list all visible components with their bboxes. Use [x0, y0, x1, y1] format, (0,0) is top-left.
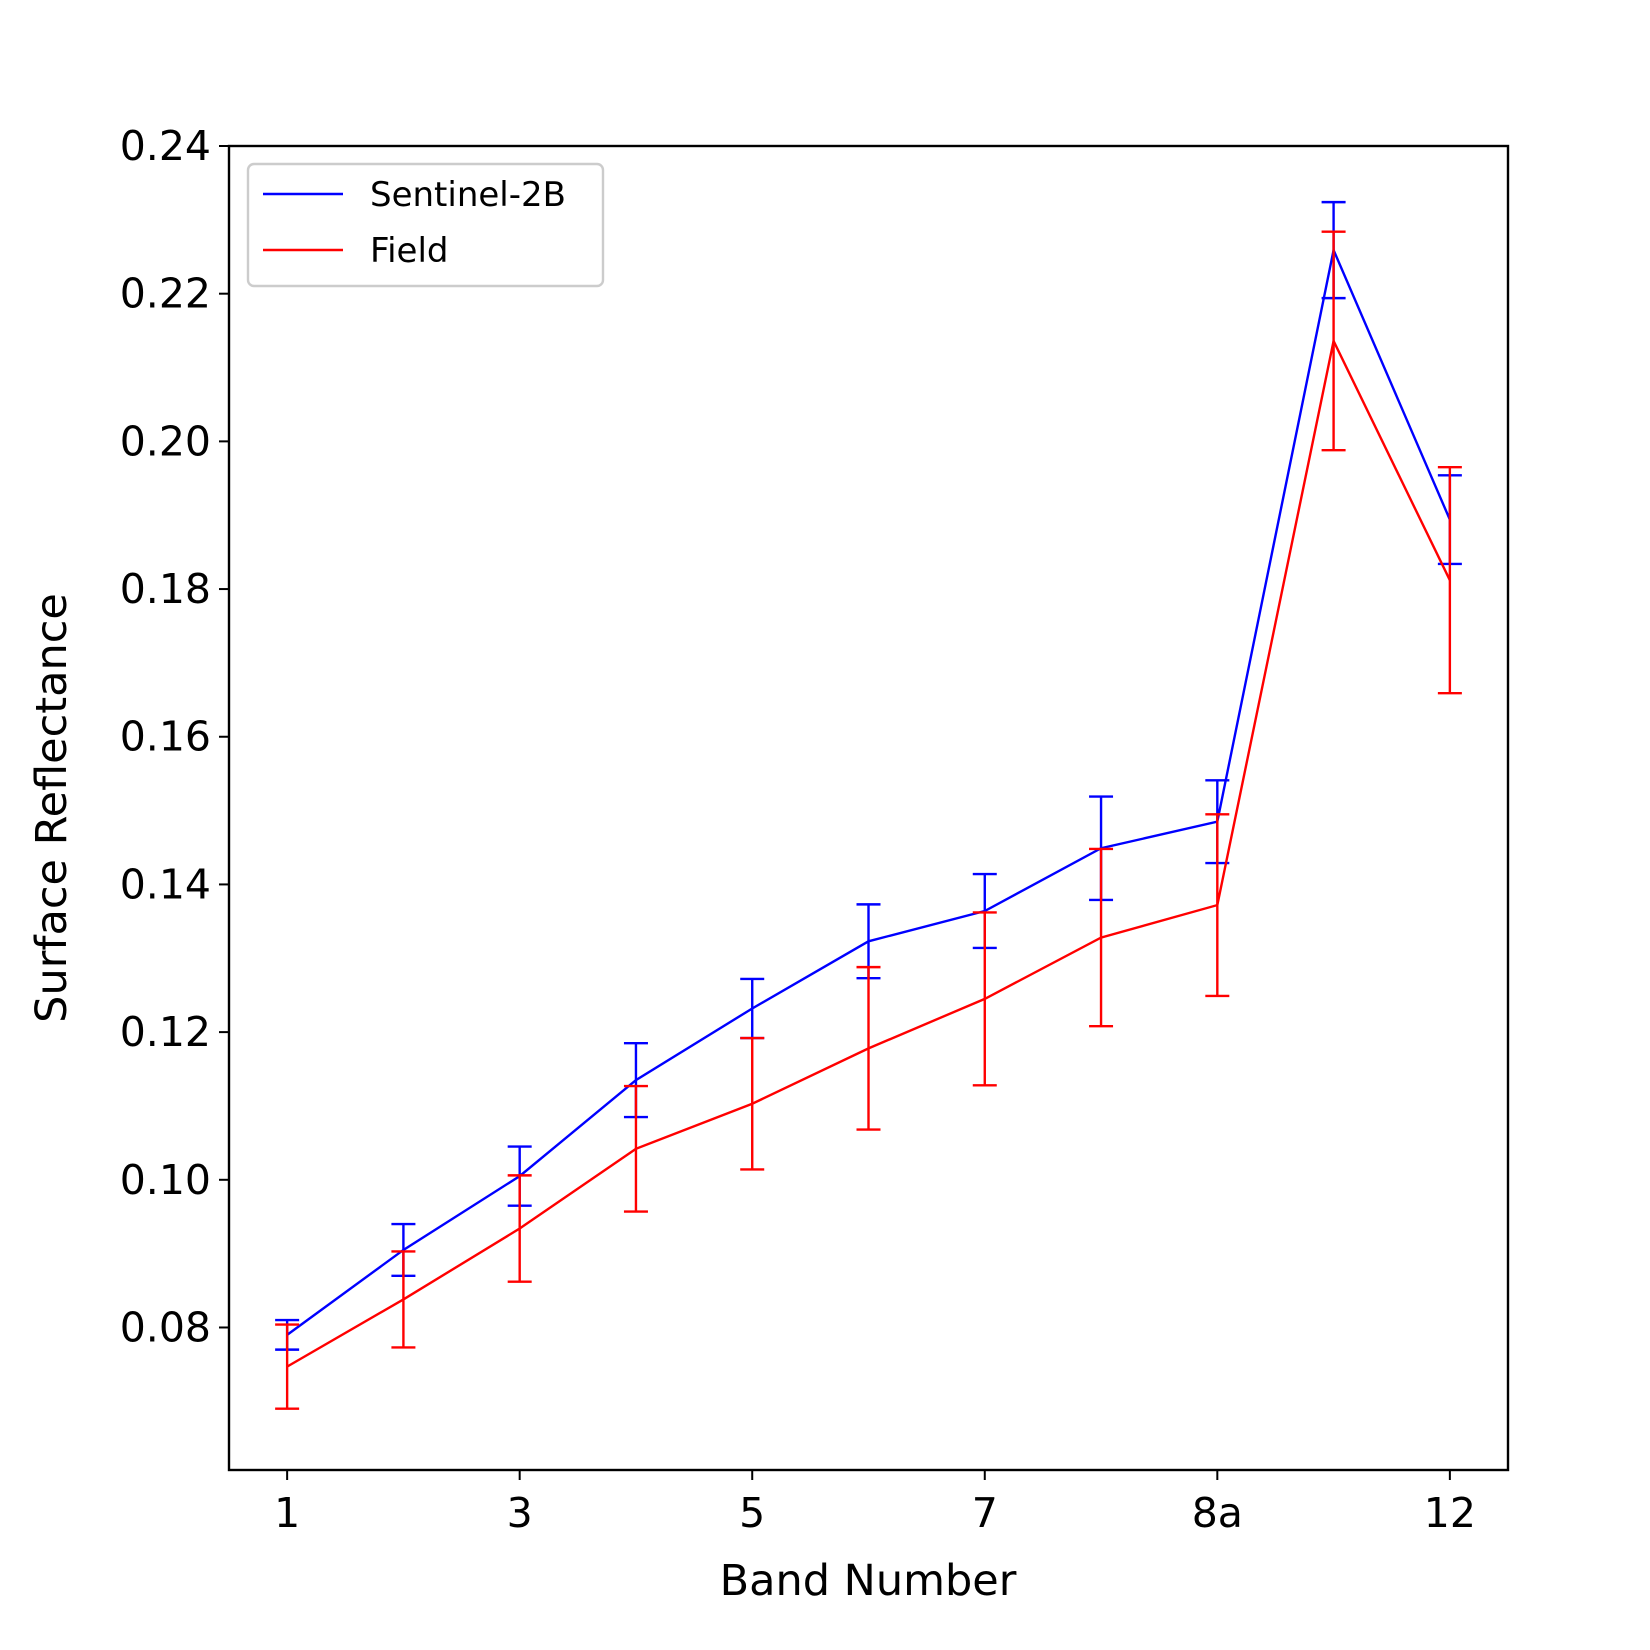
legend-label: Field: [370, 231, 448, 271]
y-tick-label: 0.18: [120, 565, 211, 613]
y-tick-label: 0.08: [120, 1303, 211, 1351]
y-tick-label: 0.20: [120, 417, 211, 465]
x-tick-label: 1: [274, 1489, 300, 1537]
error-bar: [507, 1174, 532, 1283]
y-axis-label: Surface Reflectance: [27, 593, 77, 1023]
y-tick-label: 0.24: [120, 122, 211, 170]
error-bar: [740, 977, 765, 1040]
y-tick-label: 0.14: [120, 860, 211, 908]
x-axis-label: Band Number: [720, 1556, 1017, 1606]
plot-frame: [227, 144, 1510, 1472]
error-bar: [1437, 466, 1462, 695]
error-bar: [1089, 847, 1114, 1028]
x-tick-label: 3: [507, 1489, 533, 1537]
error-bar: [623, 1084, 648, 1213]
error-bar: [740, 1036, 765, 1171]
legend-label: Sentinel-2B: [370, 175, 566, 215]
x-tick-label: 8a: [1192, 1489, 1243, 1537]
y-tick-label: 0.10: [120, 1156, 211, 1204]
y-tick-label: 0.22: [120, 270, 211, 318]
error-bar: [275, 1323, 300, 1410]
error-bar: [1205, 813, 1230, 998]
y-tick-label: 0.12: [120, 1008, 211, 1056]
y-tick-label: 0.16: [120, 713, 211, 761]
error-bar: [391, 1250, 416, 1349]
error-bar: [856, 965, 881, 1131]
error-bar: [972, 911, 997, 1087]
x-tick-label: 7: [972, 1489, 998, 1537]
series-line: [286, 246, 1451, 1336]
error-bar: [1321, 230, 1346, 452]
x-tick-label: 12: [1424, 1489, 1476, 1537]
x-tick-label: 5: [739, 1489, 765, 1537]
